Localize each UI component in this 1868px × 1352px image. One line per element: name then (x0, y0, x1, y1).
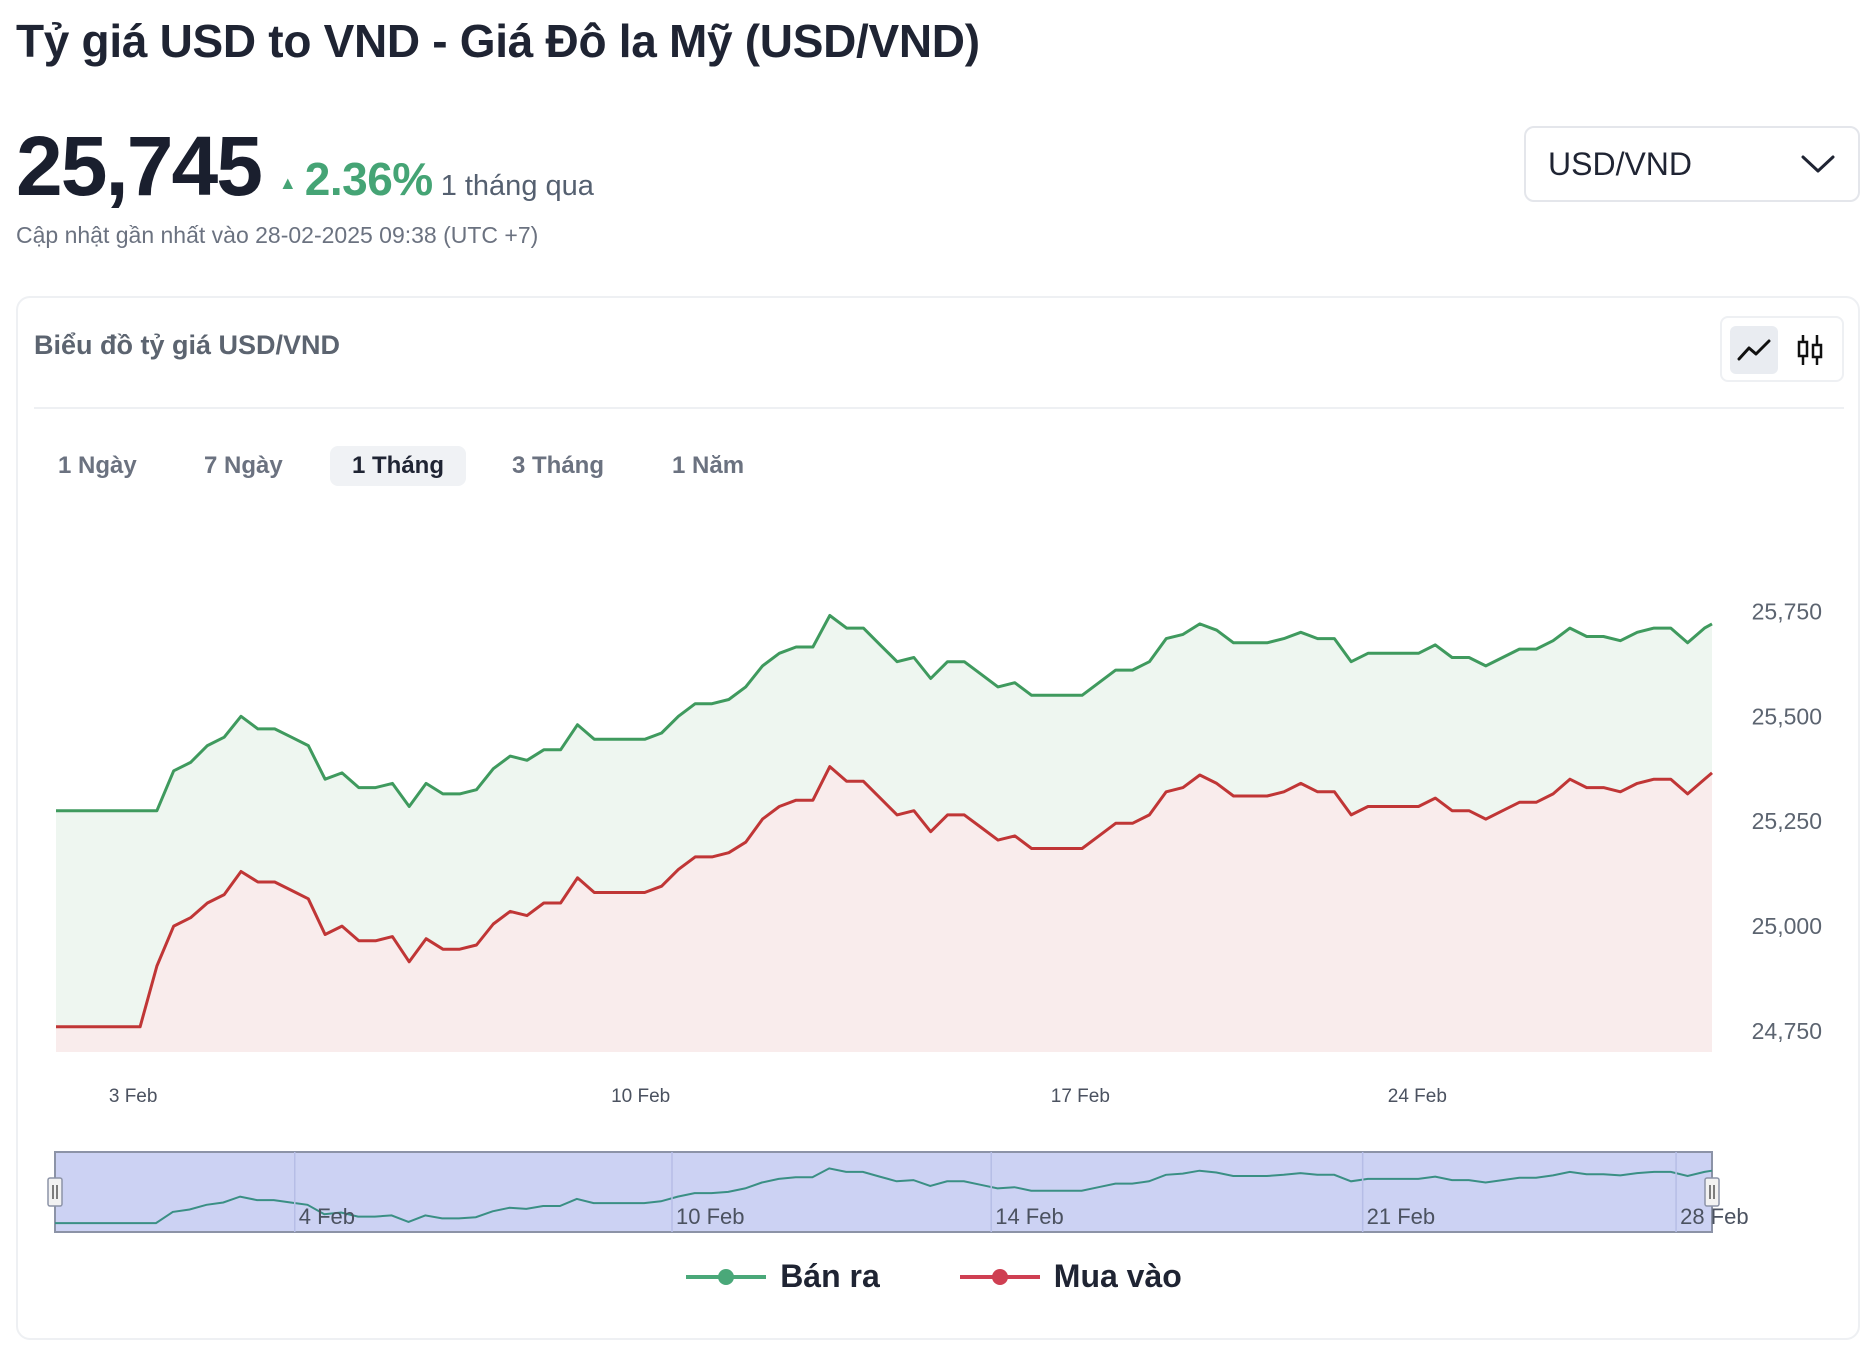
y-tick-label: 25,500 (1752, 703, 1822, 729)
y-tick-label: 25,750 (1752, 598, 1822, 624)
current-price: 25,745 (16, 119, 263, 213)
navigator-handle-body (47, 1177, 63, 1207)
navigator-handle-right[interactable] (1704, 1177, 1720, 1207)
chart-card (16, 296, 1860, 1340)
buy-area (56, 766, 1712, 1052)
navigator-tick-label: 14 Feb (995, 1204, 1063, 1229)
tab-1-day[interactable]: 1 Ngày (58, 452, 137, 479)
candlestick-icon (1797, 335, 1823, 365)
chart-card-title: Biểu đồ tỷ giá USD/VND (34, 330, 341, 360)
tab-1-month[interactable]: 1 Tháng (330, 446, 467, 486)
chart-type-toggle (1720, 316, 1844, 382)
navigator-handle-left[interactable] (47, 1177, 63, 1207)
navigator-tick-label: 10 Feb (676, 1204, 745, 1229)
x-tick-label: 24 Feb (1388, 1086, 1447, 1107)
y-tick-label: 24,750 (1752, 1018, 1822, 1044)
legend-sell-marker-icon (686, 1268, 767, 1285)
candlestick-button[interactable] (1786, 326, 1834, 374)
line-chart-icon (1737, 339, 1771, 361)
navigator-tick-label: 21 Feb (1367, 1204, 1436, 1229)
line-chart-button[interactable] (1730, 326, 1778, 374)
tab-3-months[interactable]: 3 Tháng (512, 452, 605, 479)
x-tick-label: 3 Feb (109, 1086, 158, 1107)
legend-item-buy[interactable]: Mua vào (959, 1258, 1182, 1295)
currency-pair-select[interactable]: USD/VND (1524, 126, 1860, 202)
navigator-line (55, 1167, 1713, 1225)
x-tick-label: 10 Feb (611, 1086, 670, 1107)
card-divider (34, 407, 1844, 409)
y-tick-label: 25,250 (1752, 808, 1822, 834)
chart-legend: Bán ra Mua vào (0, 1258, 1868, 1295)
tab-7-days[interactable]: 7 Ngày (204, 452, 283, 479)
change-percent: 2.36% (304, 153, 433, 205)
navigator-handle-body (1704, 1177, 1720, 1207)
navigator-tick-label: 28 Feb (1680, 1204, 1749, 1229)
up-arrow-icon: ▲ (278, 173, 297, 193)
legend-buy-marker-icon (959, 1268, 1040, 1285)
tab-1-year[interactable]: 1 Năm (672, 452, 745, 479)
legend-buy-label: Mua vào (1053, 1258, 1182, 1294)
price-summary: 25,745 ▲ 2.36% 1 tháng qua (16, 118, 594, 215)
series-line-sell (56, 614, 1713, 813)
series-line-buy (56, 765, 1713, 1029)
chevron-down-icon (1801, 155, 1835, 173)
legend-item-sell[interactable]: Bán ra (686, 1258, 880, 1295)
currency-pair-value: USD/VND (1548, 145, 1693, 182)
change-period: 1 tháng qua (440, 170, 594, 202)
navigator-tick-label: 4 Feb (299, 1204, 355, 1229)
last-updated: Cập nhật gần nhất vào 28-02-2025 09:38 (… (16, 222, 539, 248)
y-tick-label: 25,000 (1752, 913, 1822, 939)
page-title: Tỷ giá USD to VND - Giá Đô la Mỹ (USD/VN… (16, 15, 980, 67)
navigator-window (54, 1151, 1713, 1233)
x-tick-label: 17 Feb (1051, 1086, 1110, 1107)
legend-sell-label: Bán ra (780, 1258, 880, 1294)
